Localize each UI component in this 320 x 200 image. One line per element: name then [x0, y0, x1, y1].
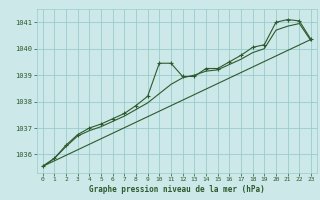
X-axis label: Graphe pression niveau de la mer (hPa): Graphe pression niveau de la mer (hPa)	[89, 185, 265, 194]
